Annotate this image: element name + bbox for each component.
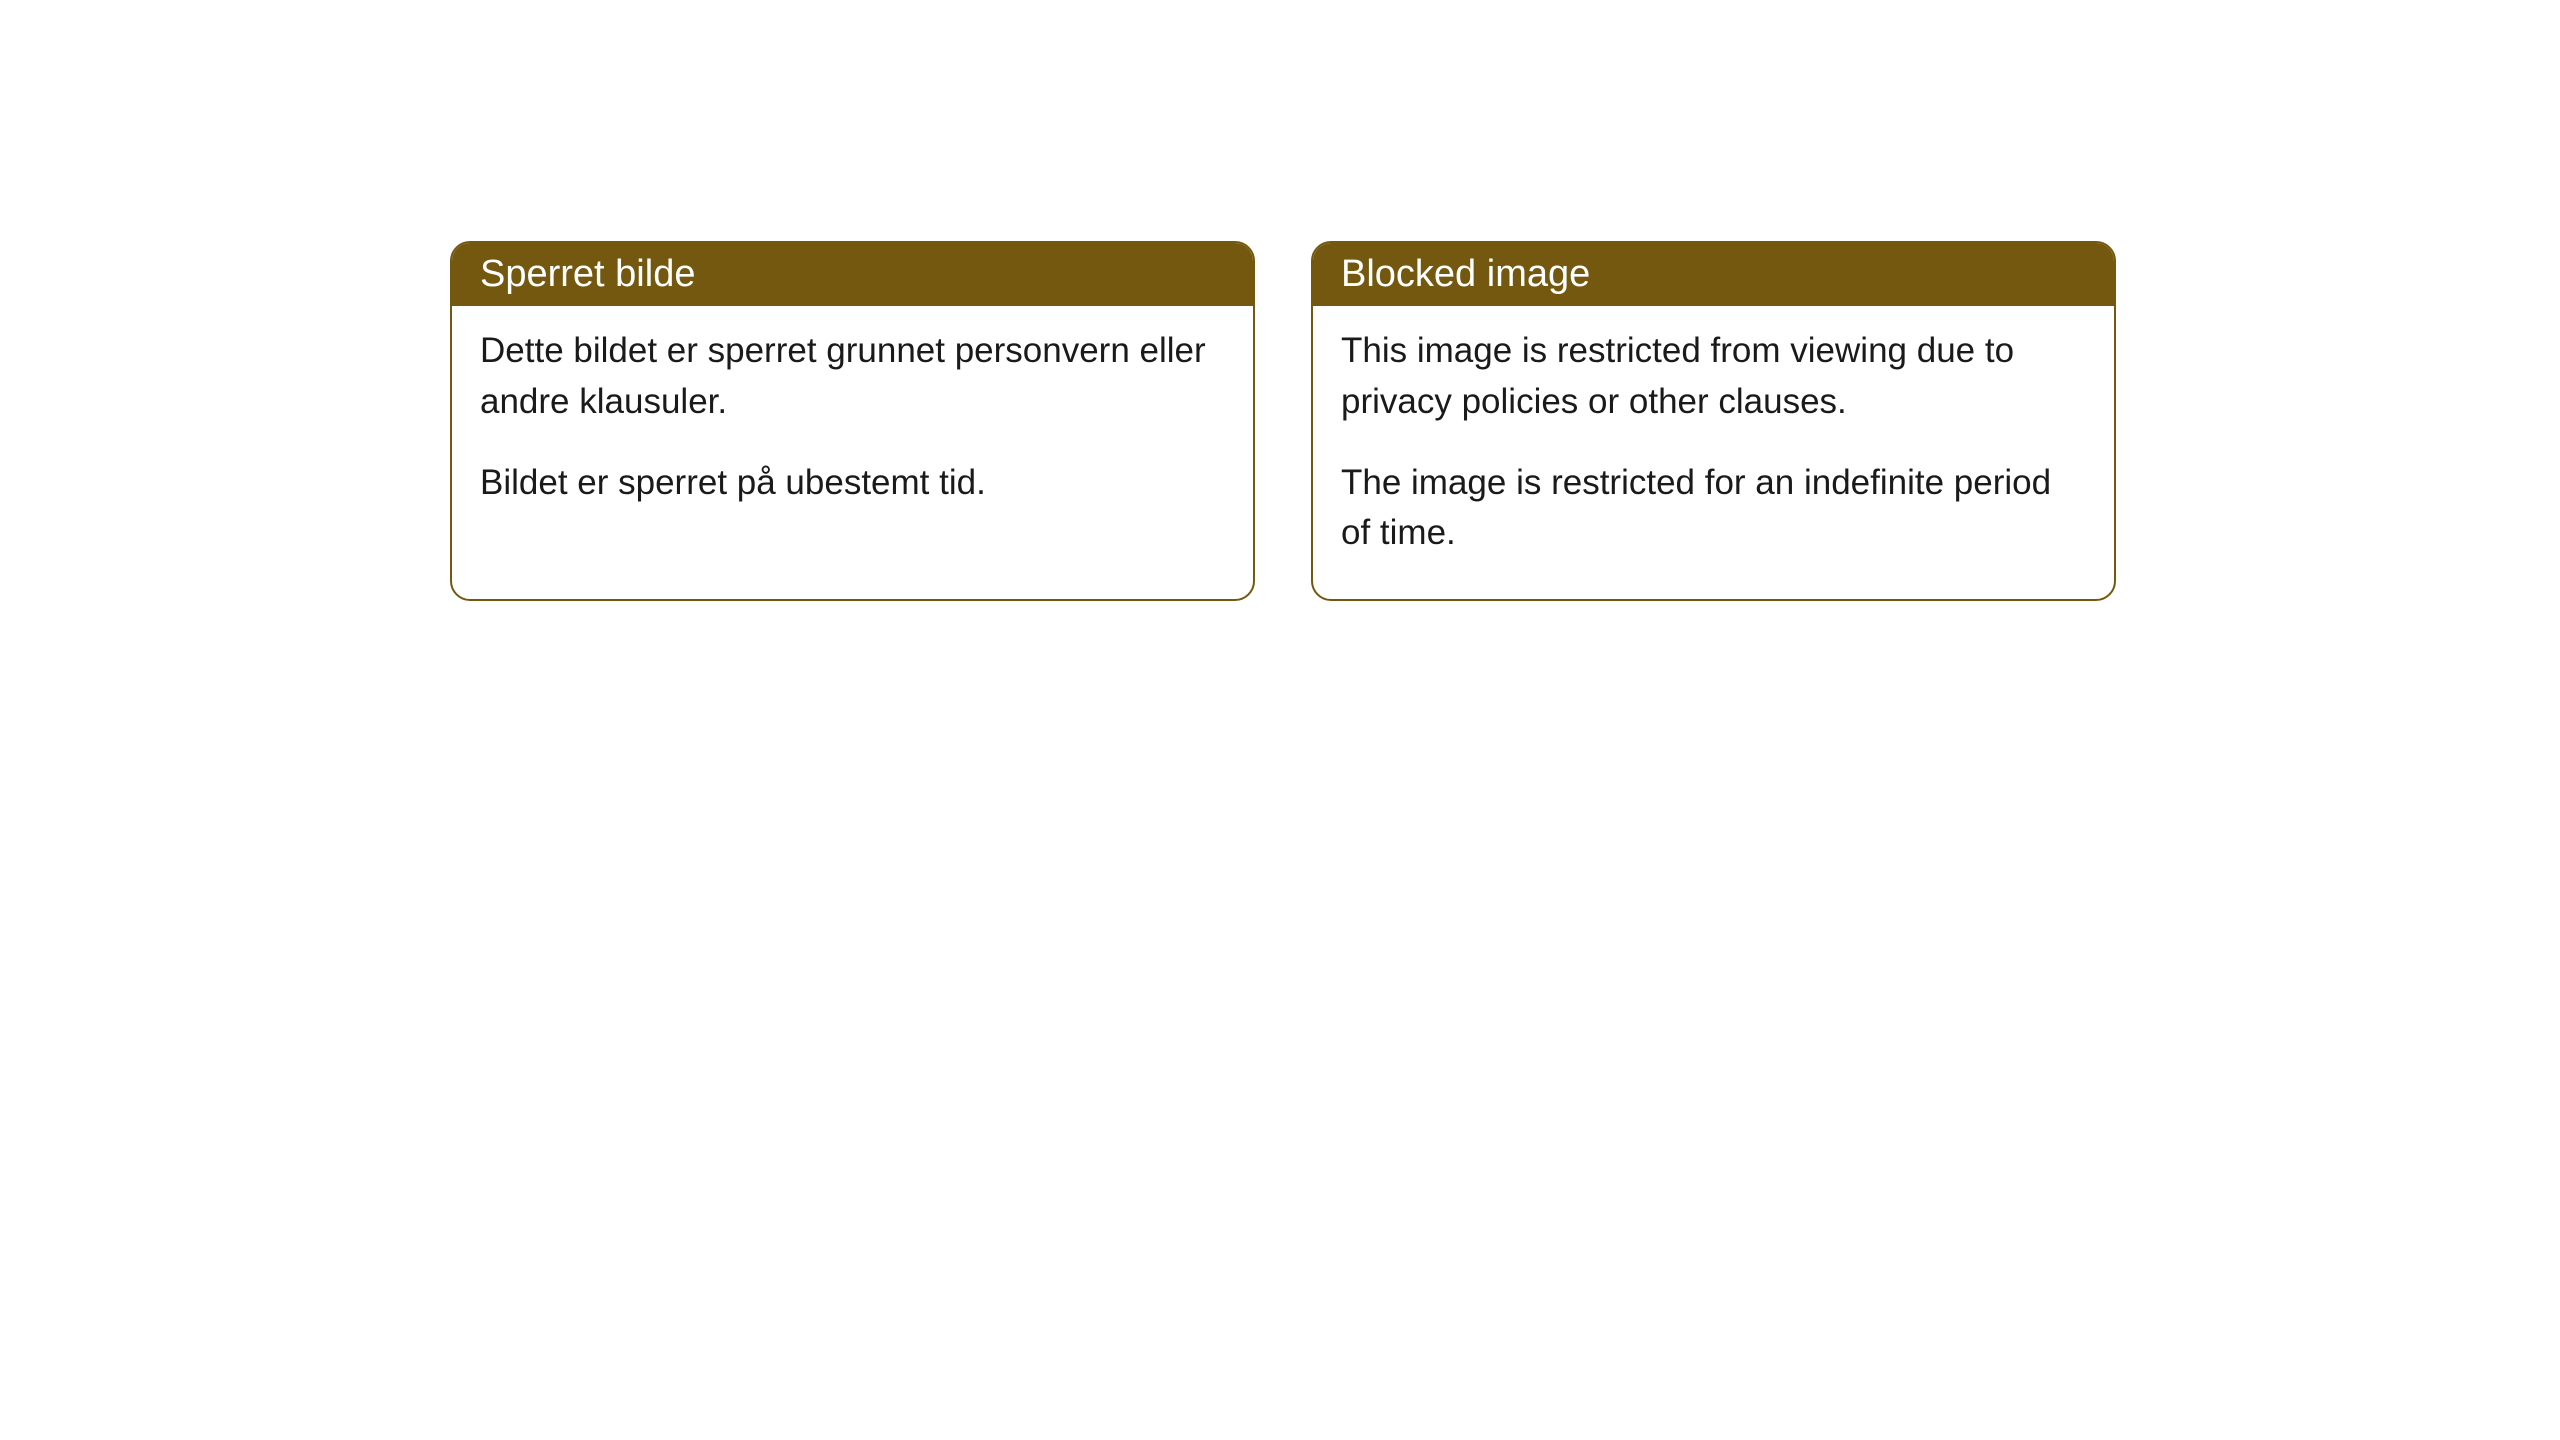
blocked-image-notice-no: Sperret bilde Dette bildet er sperret gr… — [450, 241, 1255, 601]
notice-text-no-2: Bildet er sperret på ubestemt tid. — [480, 458, 1225, 509]
card-header-en: Blocked image — [1313, 243, 2114, 306]
notice-text-en-2: The image is restricted for an indefinit… — [1341, 458, 2086, 560]
card-body-en: This image is restricted from viewing du… — [1313, 306, 2114, 599]
blocked-image-notice-en: Blocked image This image is restricted f… — [1311, 241, 2116, 601]
notice-cards-container: Sperret bilde Dette bildet er sperret gr… — [450, 241, 2116, 601]
notice-text-no-1: Dette bildet er sperret grunnet personve… — [480, 326, 1225, 428]
notice-text-en-1: This image is restricted from viewing du… — [1341, 326, 2086, 428]
card-body-no: Dette bildet er sperret grunnet personve… — [452, 306, 1253, 548]
card-header-no: Sperret bilde — [452, 243, 1253, 306]
